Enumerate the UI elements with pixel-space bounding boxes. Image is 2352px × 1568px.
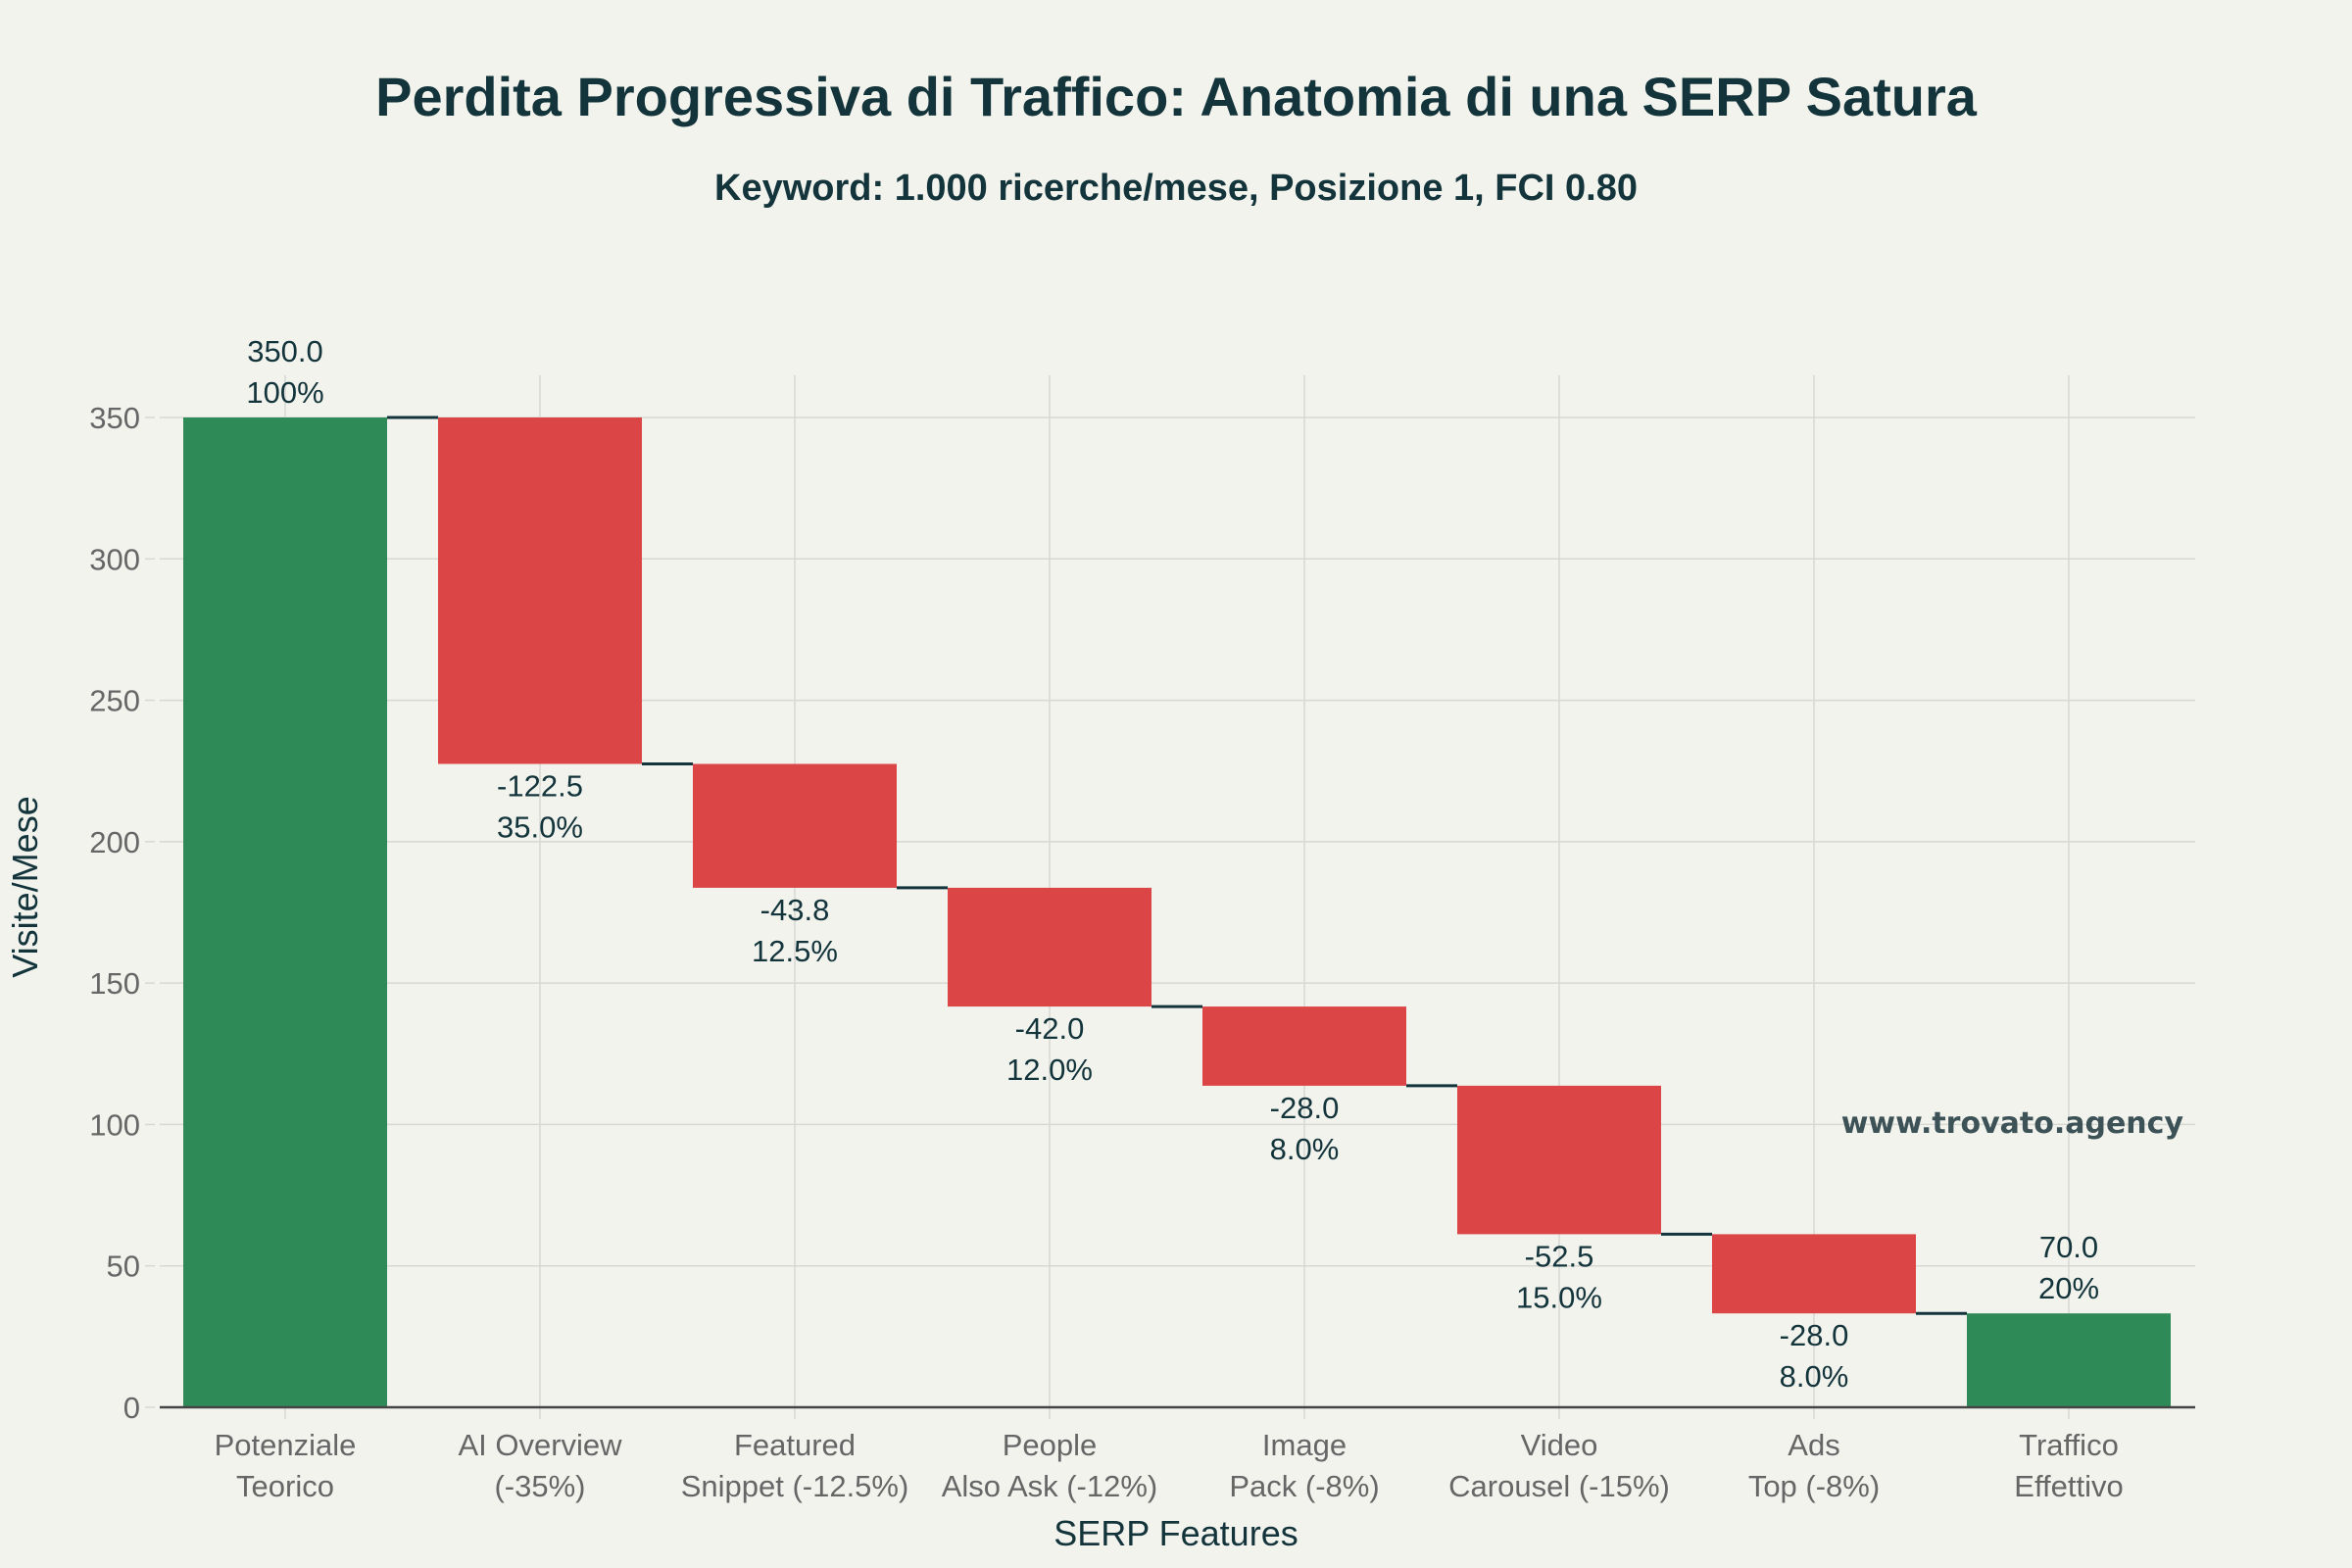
- bar-decrease: [948, 887, 1152, 1007]
- x-tick-label: Image: [1262, 1428, 1347, 1462]
- data-label-percent: 8.0%: [1270, 1132, 1340, 1166]
- data-label-value: -28.0: [1270, 1091, 1340, 1125]
- data-label-value: -43.8: [760, 893, 830, 927]
- data-label-value: -42.0: [1015, 1011, 1085, 1046]
- x-tick-label: Also Ask (-12%): [942, 1469, 1158, 1503]
- chart-title: Perdita Progressiva di Traffico: Anatomi…: [375, 66, 1978, 127]
- x-tick-label: Video: [1521, 1428, 1598, 1462]
- data-label-value: 350.0: [247, 334, 323, 368]
- y-tick-label: 150: [89, 966, 140, 1001]
- watermark: www.trovato.agency: [1841, 1106, 2184, 1141]
- data-label-value: -28.0: [1780, 1318, 1849, 1352]
- bar-decrease: [438, 417, 642, 764]
- chart-subtitle: Keyword: 1.000 ricerche/mese, Posizione …: [714, 168, 1638, 209]
- bar-decrease: [1202, 1006, 1406, 1086]
- x-tick-label: People: [1003, 1428, 1098, 1462]
- data-label-percent: 100%: [246, 375, 323, 410]
- bar-decrease: [1712, 1234, 1916, 1314]
- x-axis-ticks: Potenziale Teorico AI Overview (-35%) Featur…: [215, 1428, 2124, 1503]
- x-tick-label: Pack (-8%): [1229, 1469, 1379, 1503]
- x-tick-label: Effettivo: [2014, 1469, 2123, 1503]
- x-axis-title: SERP Features: [1054, 1513, 1298, 1553]
- x-tick-label: AI Overview: [458, 1428, 622, 1462]
- data-label-percent: 15.0%: [1516, 1280, 1602, 1314]
- data-label-value: 70.0: [2039, 1230, 2098, 1264]
- x-tick-label: (-35%): [494, 1469, 585, 1503]
- x-tick-label: Top (-8%): [1748, 1469, 1880, 1503]
- y-tick-label: 100: [89, 1107, 140, 1142]
- connectors: [387, 416, 1967, 1315]
- data-label-percent: 12.5%: [752, 934, 838, 968]
- x-tick-label: Potenziale: [215, 1428, 357, 1462]
- y-tick-label: 350: [89, 401, 140, 435]
- x-tick-label: Teorico: [236, 1469, 334, 1503]
- y-axis-title: Visite/Mese: [5, 796, 45, 977]
- data-label-value: -122.5: [497, 769, 583, 804]
- data-label-percent: 8.0%: [1780, 1359, 1849, 1394]
- y-tick-label: 50: [107, 1250, 140, 1284]
- x-tick-label: Carousel (-15%): [1448, 1469, 1670, 1503]
- x-tick-label: Traffico: [2019, 1428, 2119, 1462]
- y-tick-label: 200: [89, 825, 140, 859]
- bar-decrease: [1457, 1085, 1661, 1235]
- bar-total: [1967, 1313, 2171, 1407]
- y-tick-label: 0: [123, 1391, 140, 1425]
- data-labels: 350.0 100% -122.5 35.0% -43.8 12.5% -42.0 12.0%…: [246, 334, 2099, 1394]
- data-label-percent: 35.0%: [497, 810, 583, 845]
- x-tick-label: Ads: [1788, 1428, 1839, 1462]
- y-tick-label: 250: [89, 684, 140, 718]
- x-tick-label: Featured: [734, 1428, 856, 1462]
- bar-total: [183, 417, 387, 1407]
- bar-decrease: [693, 763, 897, 888]
- x-tick-label: Snippet (-12.5%): [681, 1469, 909, 1503]
- y-tick-label: 300: [89, 542, 140, 576]
- data-label-value: -52.5: [1525, 1239, 1594, 1273]
- data-label-percent: 20%: [2038, 1271, 2099, 1305]
- data-label-percent: 12.0%: [1006, 1053, 1093, 1087]
- y-axis-ticks: 0 50 100 150 200 250 300 350: [89, 401, 155, 1425]
- bars: [183, 417, 2171, 1407]
